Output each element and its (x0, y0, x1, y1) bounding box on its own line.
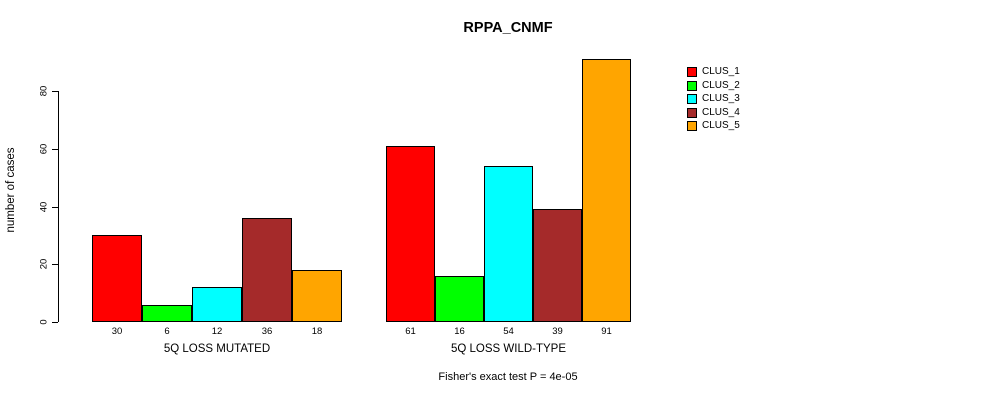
y-axis-tick (52, 91, 58, 93)
bar-clus_5 (292, 270, 342, 322)
bar-value-label: 6 (164, 326, 170, 337)
bar-clus_5 (582, 59, 631, 322)
bar-clus_2 (435, 275, 484, 322)
bar-value-label: 39 (552, 326, 563, 337)
bar-value-label: 12 (211, 326, 223, 337)
y-axis-tick (52, 322, 58, 323)
legend-label: CLUS_4 (702, 106, 740, 118)
legend-label: CLUS_5 (702, 120, 740, 132)
bar-clus_2 (142, 304, 192, 322)
legend-label: CLUS_3 (702, 93, 740, 105)
bar-value-label: 36 (261, 326, 273, 337)
bar-value-label: 18 (311, 326, 323, 337)
legend-swatch-clus_2 (687, 80, 697, 91)
bar-clus_4 (533, 209, 582, 322)
y-axis-tick (52, 206, 58, 208)
bar-value-label: 54 (503, 326, 514, 337)
bar-clus_3 (484, 166, 533, 322)
legend-swatch-clus_3 (687, 94, 697, 105)
legend-swatch-clus_1 (687, 67, 697, 77)
bar-value-label: 30 (111, 326, 123, 337)
y-axis-tick (52, 148, 58, 150)
y-axis-tick (52, 264, 58, 266)
legend-swatch-clus_5 (687, 121, 697, 132)
bar-clus_1 (92, 235, 142, 322)
legend-swatch-clus_4 (687, 107, 697, 118)
legend-label: CLUS_2 (702, 79, 740, 91)
chart-title: RPPA_CNMF (463, 20, 553, 36)
bar-value-label: 91 (601, 326, 612, 337)
x-axis-group-label: 5Q LOSS MUTATED (163, 343, 271, 355)
legend-label: CLUS_1 (702, 66, 740, 77)
bar-clus_1 (386, 146, 435, 322)
footnote: Fisher's exact test P = 4e-05 (438, 371, 578, 383)
bar-value-label: 61 (405, 326, 416, 337)
bar-clus_4 (242, 218, 292, 322)
y-axis-line (58, 91, 59, 322)
x-axis-group-label: 5Q LOSS WILD-TYPE (450, 343, 567, 355)
bar-clus_3 (192, 287, 242, 322)
bar-value-label: 16 (454, 326, 465, 337)
